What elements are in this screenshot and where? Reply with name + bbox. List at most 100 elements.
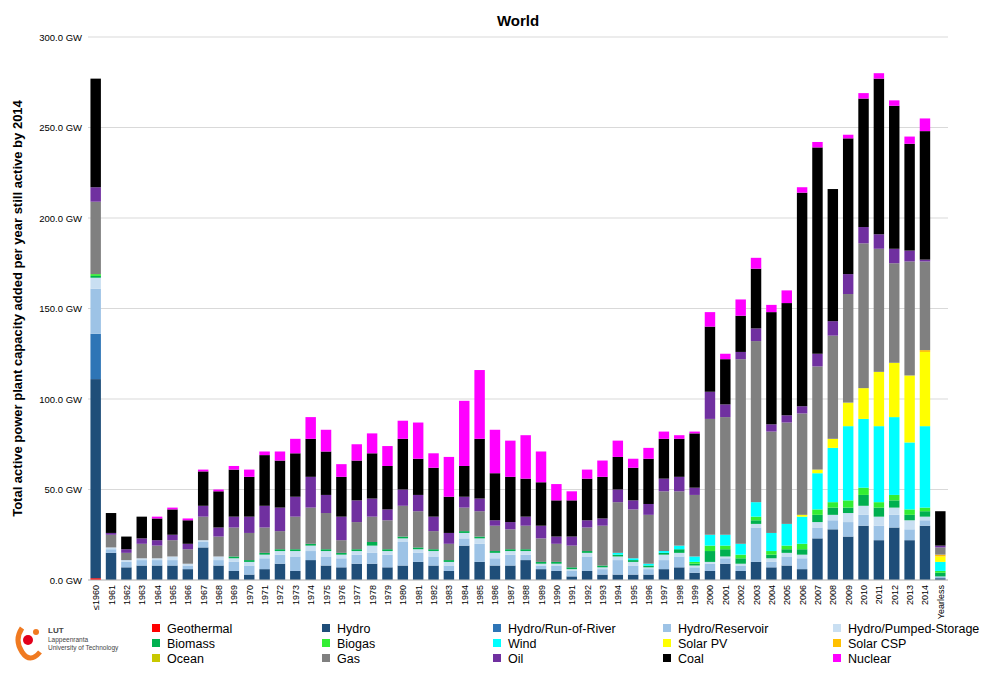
legend-swatch [152, 654, 160, 662]
bar-segment [843, 537, 853, 580]
bar-segment [336, 540, 346, 553]
bar-segment [797, 558, 807, 569]
bar-segment [643, 569, 653, 574]
bar-segment [751, 258, 761, 269]
bar-segment [398, 542, 408, 566]
bar-segment [398, 506, 408, 537]
bar-segment [428, 551, 438, 556]
bar-segment [244, 562, 254, 566]
bar-segment [398, 566, 408, 580]
bar-segment [643, 459, 653, 504]
x-tick-label: 2001 [721, 585, 731, 605]
bar-segment [828, 448, 838, 502]
x-tick-label: 1977 [352, 585, 362, 605]
x-tick-label: 2004 [767, 585, 777, 605]
bar-segment [705, 564, 715, 571]
bar-segment [674, 546, 684, 550]
bar-segment [229, 558, 239, 562]
bar-segment [382, 549, 392, 551]
bar-segment [567, 537, 577, 546]
bar-segment [183, 518, 193, 520]
logo-text: Lappeenranta [48, 636, 89, 644]
bar-segment [720, 549, 730, 556]
bar-segment [106, 533, 116, 535]
bar-segment [858, 99, 868, 228]
bar-segment [213, 490, 223, 492]
bar-segment [735, 359, 745, 544]
bar-segment [290, 549, 300, 551]
bar-segment [812, 354, 822, 367]
bar-segment [459, 497, 469, 508]
bar-segment [474, 538, 484, 543]
bar-segment [751, 502, 761, 516]
x-tick-label: 1979 [383, 585, 393, 605]
bar-segment [352, 549, 362, 551]
bar-segment [828, 336, 838, 439]
bar-segment [137, 538, 147, 543]
bar-segment [735, 544, 745, 555]
bar-segment [766, 558, 776, 562]
bar-segment [828, 520, 838, 529]
bar-segment [597, 518, 607, 525]
bar-segment [920, 526, 930, 580]
bar-segment [766, 555, 776, 559]
bar-segment [582, 556, 592, 570]
bar-segment [229, 571, 239, 580]
bar-segment [812, 142, 822, 147]
bar-segment [935, 547, 945, 554]
legend-swatch [322, 624, 330, 632]
bar-segment [874, 508, 884, 517]
bar-segment [536, 451, 546, 482]
x-tick-label: 1981 [414, 585, 424, 605]
bar-segment [705, 392, 715, 419]
bar-segment [444, 562, 454, 566]
bar-segment [843, 135, 853, 139]
bar-segment [889, 515, 899, 528]
bar-segment [290, 571, 300, 580]
bar-segment [904, 251, 914, 262]
x-tick-label: 1978 [368, 585, 378, 605]
grid-line [88, 580, 948, 581]
bar-segment [720, 556, 730, 558]
bar-segment [920, 118, 930, 131]
bar-segment [305, 551, 315, 560]
bar-segment [812, 147, 822, 353]
bar-segment [259, 506, 269, 528]
bar-segment [613, 490, 623, 503]
legend-label: Coal [678, 652, 704, 666]
bar-segment [751, 524, 761, 528]
bar-segment [705, 327, 715, 392]
bar-segment [198, 542, 208, 547]
bar-segment [643, 564, 653, 566]
legend-swatch [322, 654, 330, 662]
bar-segment [797, 517, 807, 544]
bar-segment [874, 234, 884, 248]
bar-segment [751, 341, 761, 502]
bar-segment [628, 560, 638, 562]
bar-segment [505, 522, 515, 529]
bar-segment [106, 535, 116, 548]
legend-label: Solar CSP [848, 637, 906, 651]
x-tick-label: 1999 [690, 585, 700, 605]
bar-segment [705, 535, 715, 546]
bar-segment [398, 421, 408, 439]
bar-segment [582, 571, 592, 580]
bar-segment [413, 549, 423, 553]
bar-segment [812, 473, 822, 509]
bar-segment [505, 477, 515, 522]
bar-segment [259, 569, 269, 580]
bar-segment [858, 388, 868, 419]
bar-segment [167, 535, 177, 540]
bar-segment [874, 502, 884, 507]
grid [88, 37, 948, 580]
legend-swatch [493, 654, 501, 662]
bar-segment [828, 189, 838, 190]
x-tick-label: 1988 [521, 585, 531, 605]
bar-segment [920, 426, 930, 507]
legend-swatch [493, 624, 501, 632]
bar-segment [751, 269, 761, 329]
x-tick-label: 1986 [490, 585, 500, 605]
bar-segment [828, 515, 838, 520]
bar-segment [244, 517, 254, 533]
bar-segment [229, 466, 239, 470]
